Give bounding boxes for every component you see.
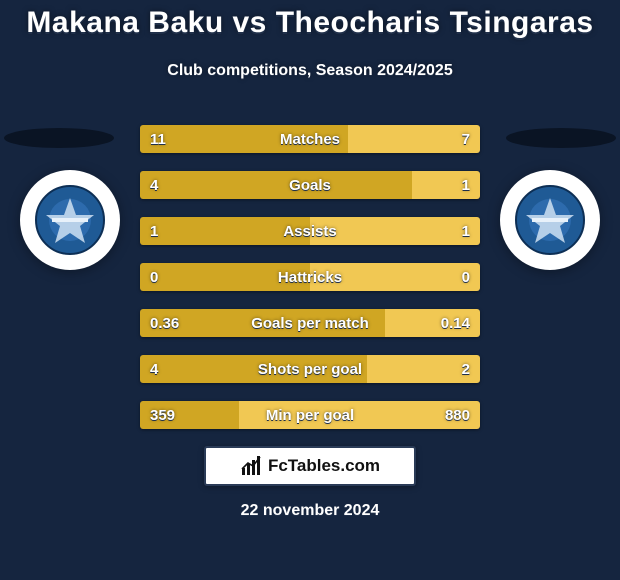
stat-value-left: 11 bbox=[150, 125, 166, 153]
stat-bar-left bbox=[140, 355, 367, 383]
stat-value-left: 1 bbox=[150, 217, 158, 245]
stat-value-right: 1 bbox=[462, 171, 470, 199]
stat-bar-left bbox=[140, 125, 348, 153]
club-crest-icon bbox=[35, 185, 105, 255]
stat-value-left: 4 bbox=[150, 355, 158, 383]
club-crest-icon bbox=[515, 185, 585, 255]
stat-value-left: 4 bbox=[150, 171, 158, 199]
stat-bar-right bbox=[310, 217, 480, 245]
stat-value-left: 0.36 bbox=[150, 309, 179, 337]
stat-value-left: 359 bbox=[150, 401, 175, 429]
stat-row: Min per goal359880 bbox=[140, 401, 480, 429]
player-left-shadow bbox=[4, 128, 114, 148]
club-crest-left bbox=[35, 185, 105, 255]
stat-row: Matches117 bbox=[140, 125, 480, 153]
fctables-icon bbox=[240, 455, 262, 477]
stat-value-right: 0 bbox=[462, 263, 470, 291]
stat-row: Shots per goal42 bbox=[140, 355, 480, 383]
stat-row: Assists11 bbox=[140, 217, 480, 245]
stat-row: Goals per match0.360.14 bbox=[140, 309, 480, 337]
page-title: Makana Baku vs Theocharis Tsingaras bbox=[0, 6, 620, 40]
player-right-badge bbox=[500, 170, 600, 270]
club-crest-right bbox=[515, 185, 585, 255]
stat-value-left: 0 bbox=[150, 263, 158, 291]
stat-value-right: 7 bbox=[462, 125, 470, 153]
stat-value-right: 880 bbox=[445, 401, 470, 429]
stat-value-right: 1 bbox=[462, 217, 470, 245]
stat-row: Hattricks00 bbox=[140, 263, 480, 291]
player-right-shadow bbox=[506, 128, 616, 148]
date-line: 22 november 2024 bbox=[0, 502, 620, 520]
stat-bar-left bbox=[140, 263, 310, 291]
subtitle: Club competitions, Season 2024/2025 bbox=[0, 62, 620, 80]
fctables-logo: FcTables.com bbox=[204, 446, 416, 486]
player-left-badge bbox=[20, 170, 120, 270]
stat-value-right: 0.14 bbox=[441, 309, 470, 337]
fctables-text: FcTables.com bbox=[268, 456, 380, 476]
stat-bar-left bbox=[140, 171, 412, 199]
stat-bar-right bbox=[310, 263, 480, 291]
stat-bar-left bbox=[140, 217, 310, 245]
stat-row: Goals41 bbox=[140, 171, 480, 199]
stat-bar-right bbox=[239, 401, 480, 429]
comparison-card: Makana Baku vs Theocharis Tsingaras Club… bbox=[0, 0, 620, 580]
stats-bars: Matches117Goals41Assists11Hattricks00Goa… bbox=[140, 125, 480, 429]
stat-value-right: 2 bbox=[462, 355, 470, 383]
stat-bar-right bbox=[348, 125, 480, 153]
